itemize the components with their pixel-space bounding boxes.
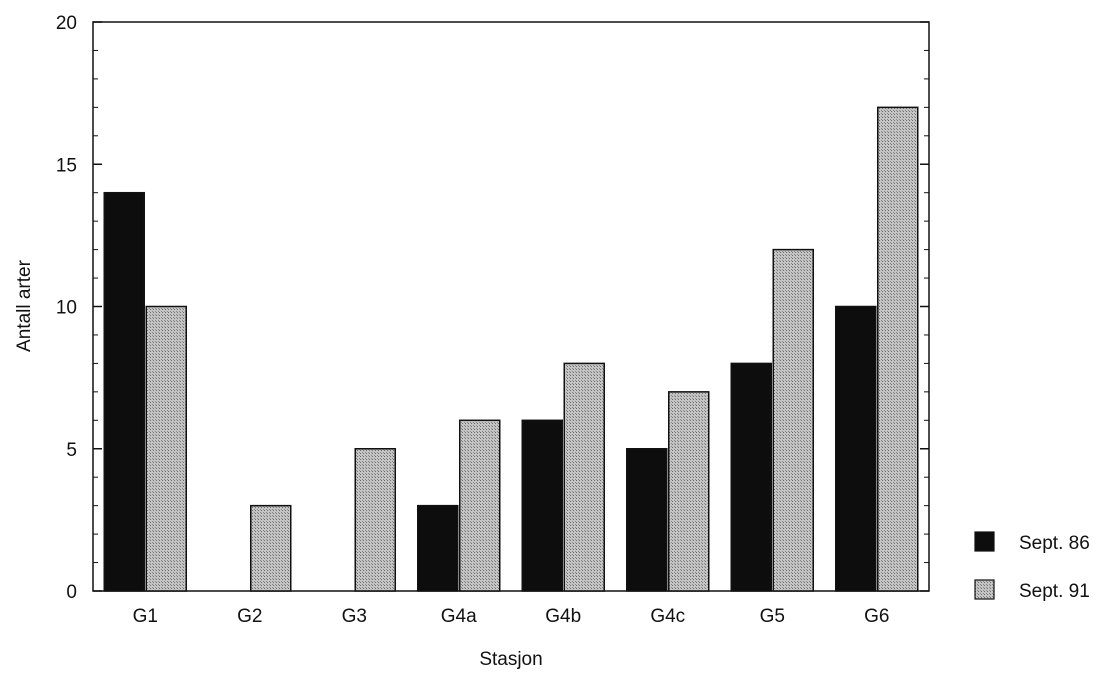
y-tick-label: 0 xyxy=(66,582,77,603)
x-axis-title: Stasjon xyxy=(479,649,542,670)
y-axis-title: Antall arter xyxy=(14,259,35,352)
y-tick-label: 10 xyxy=(56,298,77,319)
bar-sept-91-g4a xyxy=(459,419,501,592)
x-tick-label-g5: G5 xyxy=(760,606,785,627)
y-tick-label: 5 xyxy=(66,440,77,461)
bar-sept-86-g6 xyxy=(835,305,877,592)
y-tick-label: 20 xyxy=(56,13,77,34)
bar-sept-86-g4a xyxy=(417,504,459,592)
bar-sept-91-g2 xyxy=(250,504,292,592)
legend-label-sept-86: Sept. 86 xyxy=(1019,533,1090,554)
bar-sept-91-g1 xyxy=(145,305,187,592)
bar-sept-91-g3 xyxy=(354,448,396,592)
legend-swatch-sept-86 xyxy=(974,531,995,552)
x-tick-label-g4b: G4b xyxy=(545,606,581,627)
x-tick-label-g4a: G4a xyxy=(441,606,477,627)
bar-sept-91-g5 xyxy=(772,248,814,592)
bars-layer xyxy=(103,106,919,592)
bar-sept-91-g6 xyxy=(877,106,919,592)
bar-sept-86-g1 xyxy=(103,191,145,592)
y-tick-label: 15 xyxy=(56,155,77,176)
bar-sept-86-g5 xyxy=(730,362,772,592)
legend-swatch-sept-91 xyxy=(974,579,995,600)
legend: Sept. 86 Sept. 91 xyxy=(974,531,1090,602)
x-tick-label-g3: G3 xyxy=(342,606,367,627)
bar-sept-86-g4c xyxy=(626,448,668,592)
legend-label-sept-91: Sept. 91 xyxy=(1019,581,1090,602)
x-tick-label-g2: G2 xyxy=(237,606,262,627)
bar-sept-91-g4c xyxy=(668,391,710,592)
x-tick-label-g4c: G4c xyxy=(650,606,685,627)
x-tick-label-g1: G1 xyxy=(133,606,158,627)
bar-sept-91-g4b xyxy=(563,362,605,592)
bar-sept-86-g4b xyxy=(521,419,563,592)
x-tick-label-g6: G6 xyxy=(864,606,889,627)
axis-layer: G1 G2 G3 G4a G4b G4c G5 G6 0 5 10 15 20 xyxy=(56,13,929,627)
